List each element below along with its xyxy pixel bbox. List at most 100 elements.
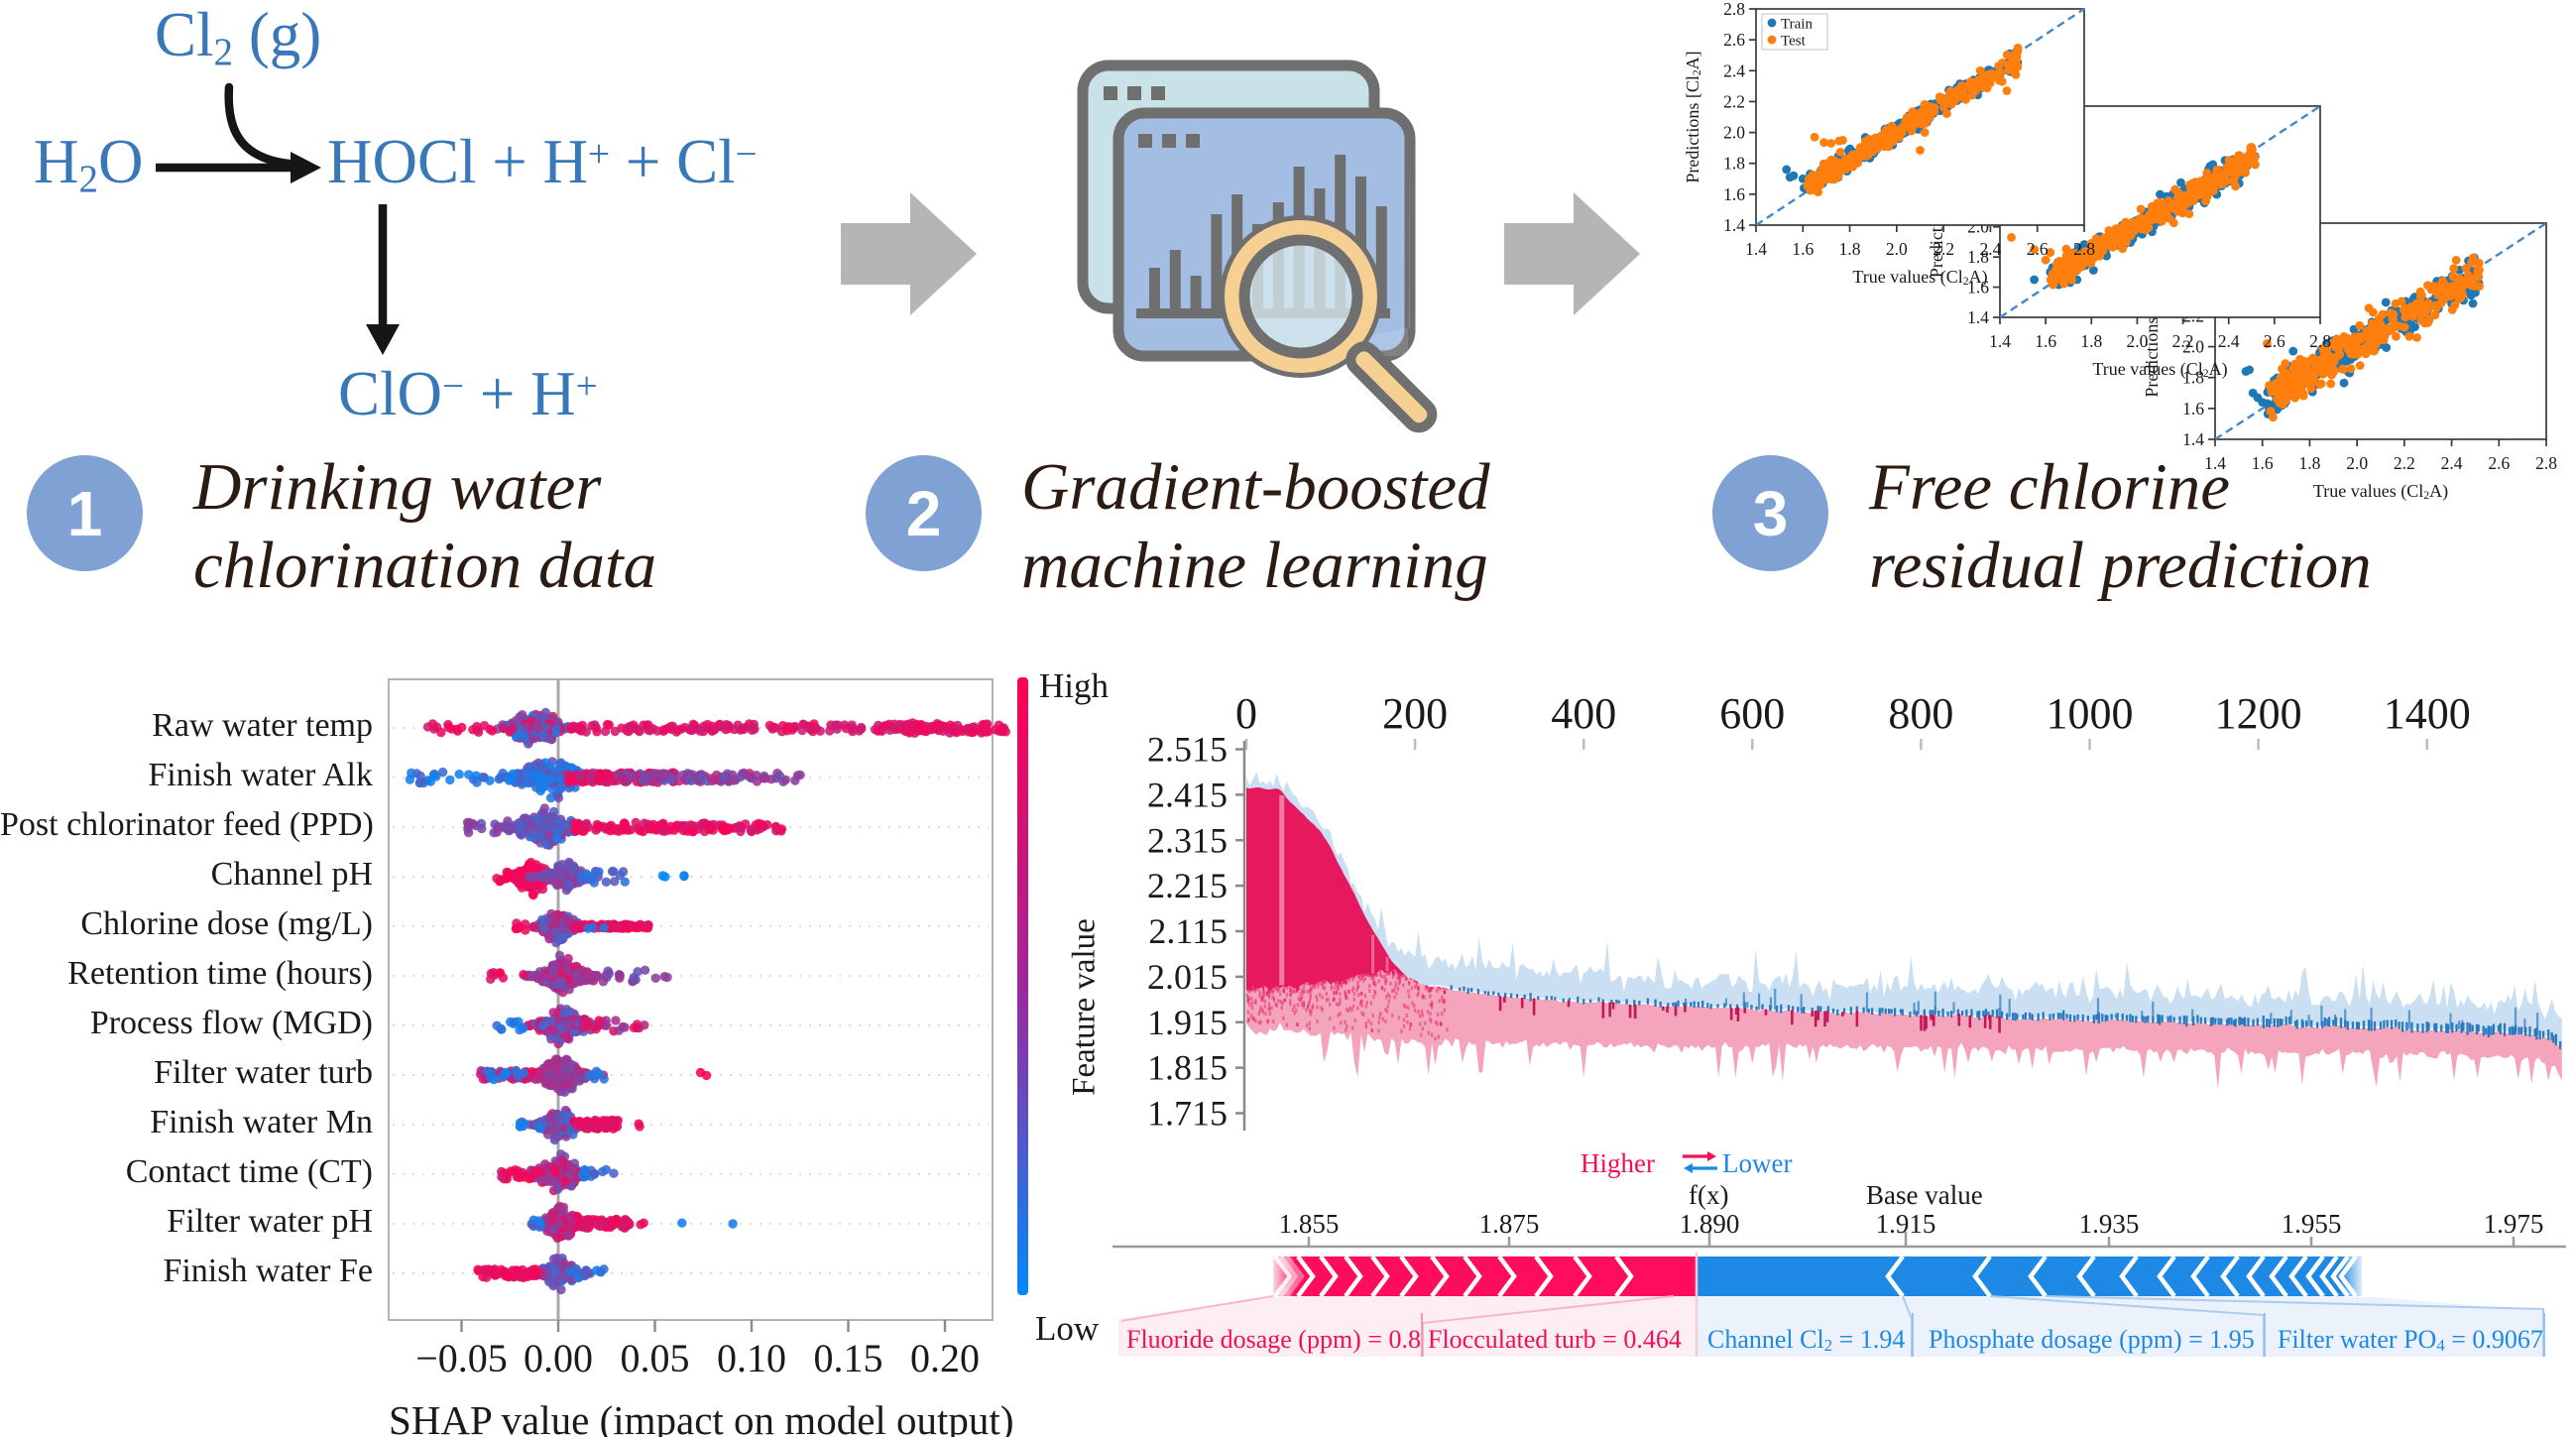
- x-tick-label: 1.8: [2080, 331, 2102, 351]
- shap-dot: [561, 924, 571, 934]
- test-point: [2266, 407, 2276, 417]
- test-point: [2461, 264, 2471, 273]
- test-point: [2355, 361, 2365, 370]
- shap-dot: [857, 724, 867, 734]
- y-tick-label: 1.6: [2182, 399, 2204, 419]
- test-point: [2315, 380, 2324, 389]
- shap-dot: [665, 821, 676, 832]
- test-point: [2415, 287, 2425, 297]
- test-point: [1937, 95, 1947, 105]
- test-point: [1835, 147, 1845, 157]
- front-window-dot: [1162, 134, 1176, 148]
- icon-bar: [1149, 268, 1160, 313]
- test-point: [1975, 65, 1985, 75]
- y-tick-label: 1.8: [1723, 154, 1745, 174]
- icon-bar: [1190, 276, 1202, 313]
- flow-arrow-shape: [1504, 192, 1640, 315]
- shap-dot: [620, 820, 630, 830]
- shap-dot: [620, 1022, 630, 1032]
- shap-dot: [581, 869, 591, 879]
- test-point: [2467, 258, 2477, 268]
- shap-dot: [629, 922, 640, 932]
- test-point: [1967, 90, 1977, 100]
- test-point: [2007, 232, 2016, 242]
- x-tick-label: 2.2: [2172, 331, 2194, 351]
- shap-dot: [777, 721, 788, 731]
- shap-dot: [512, 875, 523, 885]
- lens-outer-ring: [1220, 215, 1382, 378]
- shap-dot: [547, 968, 558, 979]
- shap-dot: [599, 923, 609, 933]
- shap-dot: [704, 824, 714, 835]
- lens-tan-ring: [1224, 219, 1378, 374]
- shap-dot: [566, 774, 577, 783]
- y-tick-label: 1.6: [1723, 184, 1745, 204]
- shap-dot: [744, 719, 755, 729]
- test-point: [2326, 379, 2336, 389]
- front-window-dot: [1186, 134, 1200, 148]
- shap-dot: [564, 985, 574, 995]
- shap-dot: [548, 1026, 559, 1036]
- test-point: [2094, 248, 2104, 257]
- shap-dot: [530, 1074, 540, 1085]
- shap-dot: [445, 775, 455, 785]
- test-point: [2367, 342, 2377, 352]
- test-point: [1994, 61, 2004, 71]
- shap-dot: [506, 725, 517, 736]
- test-point: [2416, 315, 2426, 325]
- test-point: [1916, 146, 1925, 155]
- test-point: [2147, 208, 2156, 218]
- shap-dot: [532, 871, 542, 882]
- shap-dot: [454, 770, 464, 779]
- test-point: [2247, 157, 2257, 166]
- test-point: [2285, 388, 2295, 398]
- shap-dot: [768, 722, 778, 732]
- test-point: [2435, 284, 2445, 293]
- shap-dot: [535, 831, 545, 841]
- shap-dot: [706, 774, 717, 783]
- test-point: [2327, 368, 2337, 378]
- test-point: [2233, 161, 2243, 171]
- shap-dot: [573, 819, 583, 829]
- test-point: [2451, 255, 2461, 265]
- scatter-plot-1: 1.41.41.61.61.81.82.02.02.22.22.42.42.62…: [1683, 0, 2095, 288]
- shap-dot: [592, 970, 602, 981]
- train-point: [2176, 178, 2185, 187]
- test-point: [1949, 95, 1959, 104]
- shap-dot: [508, 769, 518, 779]
- shap-dot: [615, 870, 626, 881]
- test-point: [2155, 203, 2165, 212]
- test-point: [2319, 348, 2329, 358]
- shap-dot: [666, 724, 676, 735]
- shap-dot: [686, 776, 696, 785]
- shap-dot: [697, 772, 708, 781]
- shap-dot: [639, 776, 648, 785]
- train-point: [2339, 378, 2349, 388]
- shap-dot: [761, 774, 770, 783]
- shap-dot: [498, 1072, 508, 1082]
- icon-bar: [1375, 206, 1387, 313]
- test-point: [2438, 276, 2447, 286]
- x-tick-label: 2.2: [1932, 239, 1954, 259]
- shap-dot: [538, 1020, 548, 1030]
- test-point: [2295, 366, 2305, 375]
- x-tick-label: 2.2: [2394, 453, 2415, 473]
- shap-dot: [644, 726, 655, 736]
- test-point: [1913, 113, 1923, 122]
- test-point: [2449, 264, 2459, 274]
- test-point: [2404, 331, 2414, 341]
- shap-dot: [546, 908, 556, 919]
- back-window-dot: [1104, 86, 1117, 100]
- shap-dot: [554, 950, 565, 961]
- x-tick-label: 2.8: [2073, 239, 2095, 259]
- y-tick-label: 1.4: [2182, 429, 2204, 449]
- shap-dot: [590, 720, 600, 730]
- test-point: [2455, 291, 2465, 300]
- y-tick-label: 2.8: [1723, 0, 1745, 19]
- test-point: [2303, 377, 2312, 387]
- test-point: [1965, 80, 1975, 90]
- test-point: [2275, 398, 2284, 408]
- test-point: [2013, 43, 2023, 53]
- test-point: [2364, 303, 2374, 313]
- shap-dot: [533, 724, 543, 734]
